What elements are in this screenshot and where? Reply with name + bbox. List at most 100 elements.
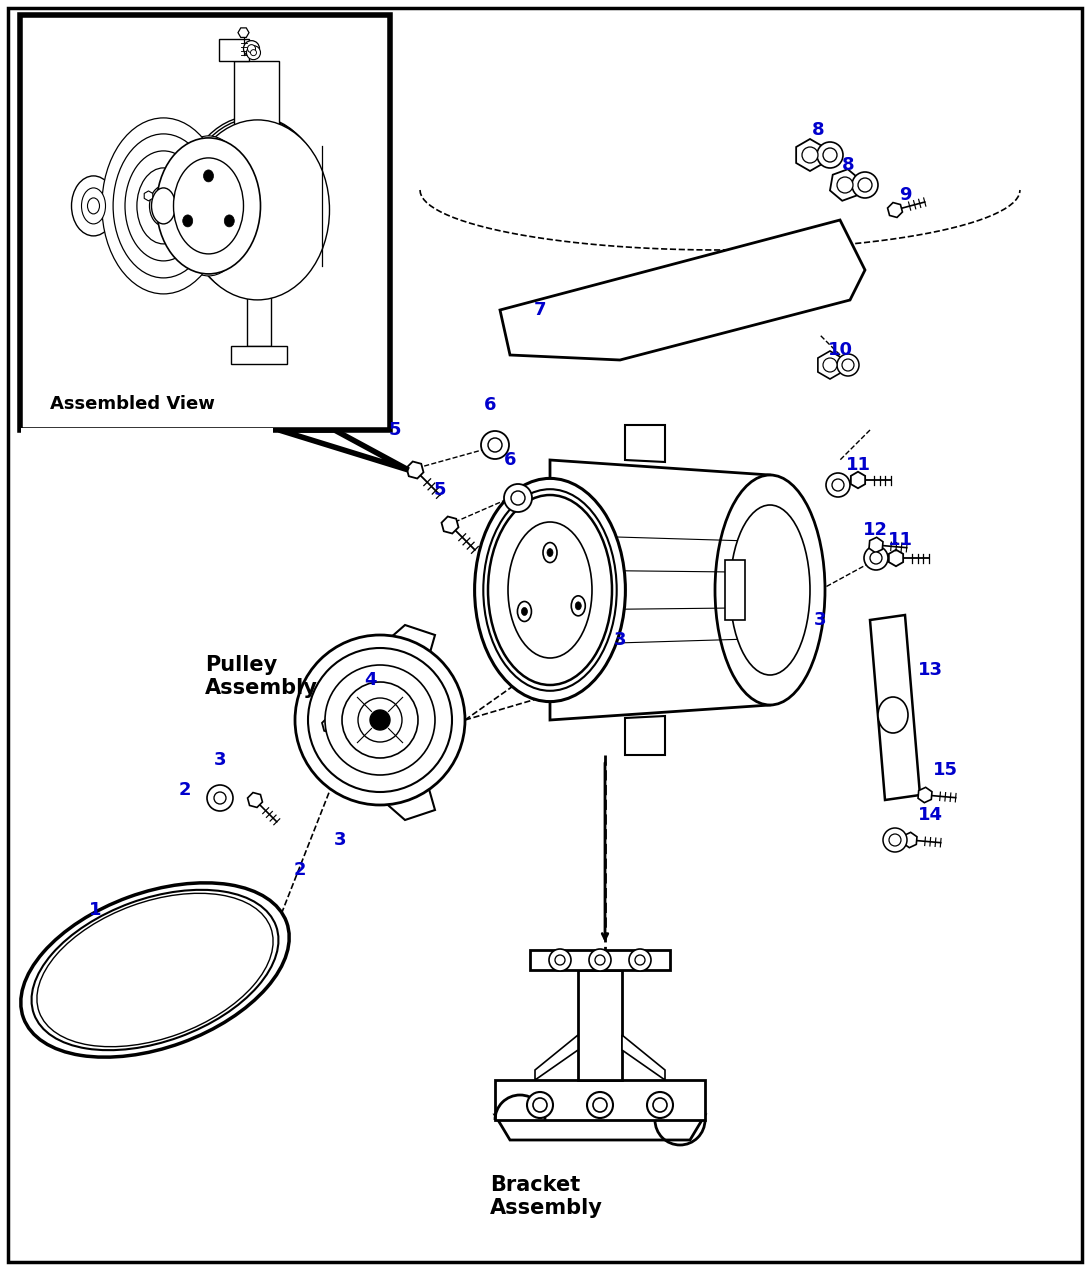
Polygon shape — [247, 792, 263, 808]
FancyBboxPatch shape — [233, 61, 279, 126]
Ellipse shape — [246, 46, 261, 60]
Text: 5: 5 — [434, 481, 446, 499]
Ellipse shape — [185, 119, 329, 300]
Polygon shape — [535, 1035, 578, 1080]
Ellipse shape — [125, 151, 202, 260]
FancyBboxPatch shape — [725, 560, 744, 620]
Polygon shape — [578, 970, 622, 1080]
Ellipse shape — [243, 41, 259, 57]
FancyBboxPatch shape — [20, 15, 390, 431]
Ellipse shape — [530, 549, 570, 631]
Ellipse shape — [37, 893, 274, 1046]
FancyBboxPatch shape — [246, 276, 270, 345]
Ellipse shape — [495, 504, 605, 677]
Polygon shape — [918, 787, 932, 803]
Text: 2: 2 — [179, 781, 191, 799]
Ellipse shape — [488, 438, 502, 452]
Polygon shape — [870, 615, 920, 800]
Polygon shape — [322, 718, 338, 733]
Ellipse shape — [526, 1092, 553, 1118]
Ellipse shape — [518, 532, 582, 648]
Ellipse shape — [225, 215, 234, 227]
Ellipse shape — [647, 1092, 673, 1118]
Ellipse shape — [370, 710, 390, 730]
Polygon shape — [903, 832, 917, 847]
Ellipse shape — [32, 890, 278, 1050]
Ellipse shape — [295, 635, 465, 805]
Ellipse shape — [157, 138, 261, 274]
Text: 3: 3 — [334, 831, 347, 850]
Ellipse shape — [207, 785, 233, 812]
Polygon shape — [407, 461, 424, 479]
Text: Bracket
Assembly: Bracket Assembly — [490, 1175, 603, 1218]
Polygon shape — [365, 770, 435, 820]
Ellipse shape — [247, 44, 255, 52]
Ellipse shape — [870, 552, 882, 564]
Ellipse shape — [386, 690, 398, 701]
Ellipse shape — [137, 168, 190, 244]
Ellipse shape — [87, 198, 99, 213]
Text: 12: 12 — [862, 521, 887, 538]
Ellipse shape — [72, 177, 116, 236]
Ellipse shape — [362, 707, 388, 733]
FancyBboxPatch shape — [495, 1080, 705, 1120]
Ellipse shape — [474, 479, 626, 701]
Ellipse shape — [547, 549, 553, 556]
Ellipse shape — [511, 491, 525, 505]
Polygon shape — [829, 169, 860, 201]
Ellipse shape — [576, 602, 581, 610]
Text: 2: 2 — [293, 861, 306, 879]
Ellipse shape — [251, 50, 256, 56]
Ellipse shape — [837, 177, 853, 193]
Ellipse shape — [533, 1099, 547, 1113]
Ellipse shape — [635, 955, 645, 965]
Ellipse shape — [837, 354, 859, 376]
Text: 3: 3 — [214, 751, 227, 770]
Ellipse shape — [879, 697, 908, 733]
Ellipse shape — [549, 949, 571, 972]
Text: 9: 9 — [899, 185, 911, 204]
Ellipse shape — [152, 188, 175, 224]
Polygon shape — [887, 202, 903, 217]
Polygon shape — [622, 1035, 665, 1080]
Ellipse shape — [185, 168, 231, 244]
Polygon shape — [550, 460, 770, 720]
Text: 11: 11 — [846, 456, 871, 474]
Text: Pulley
Assembly: Pulley Assembly — [205, 655, 318, 699]
Ellipse shape — [149, 185, 178, 226]
Ellipse shape — [167, 136, 251, 276]
Ellipse shape — [182, 116, 326, 296]
Ellipse shape — [588, 1092, 613, 1118]
Text: 14: 14 — [918, 806, 943, 824]
Ellipse shape — [518, 602, 532, 621]
Ellipse shape — [555, 955, 565, 965]
Text: 3: 3 — [814, 611, 826, 629]
Text: 15: 15 — [933, 761, 957, 779]
Ellipse shape — [802, 147, 818, 163]
Text: 6: 6 — [504, 451, 517, 469]
Polygon shape — [869, 537, 883, 552]
Ellipse shape — [183, 215, 193, 227]
Text: 13: 13 — [918, 660, 943, 679]
Ellipse shape — [826, 472, 850, 497]
Ellipse shape — [204, 170, 214, 182]
Polygon shape — [625, 716, 665, 754]
Ellipse shape — [653, 1099, 667, 1113]
Ellipse shape — [832, 479, 844, 491]
Ellipse shape — [571, 596, 585, 616]
Polygon shape — [530, 950, 670, 970]
Ellipse shape — [589, 949, 611, 972]
Ellipse shape — [858, 178, 872, 192]
Polygon shape — [500, 220, 865, 359]
Ellipse shape — [481, 431, 509, 458]
Ellipse shape — [82, 188, 106, 224]
Ellipse shape — [593, 1099, 607, 1113]
Ellipse shape — [488, 495, 611, 685]
FancyBboxPatch shape — [21, 428, 272, 433]
Polygon shape — [441, 517, 459, 533]
Ellipse shape — [629, 949, 651, 972]
Text: 10: 10 — [827, 342, 852, 359]
Ellipse shape — [889, 834, 901, 846]
Ellipse shape — [370, 714, 382, 726]
Ellipse shape — [818, 142, 843, 168]
